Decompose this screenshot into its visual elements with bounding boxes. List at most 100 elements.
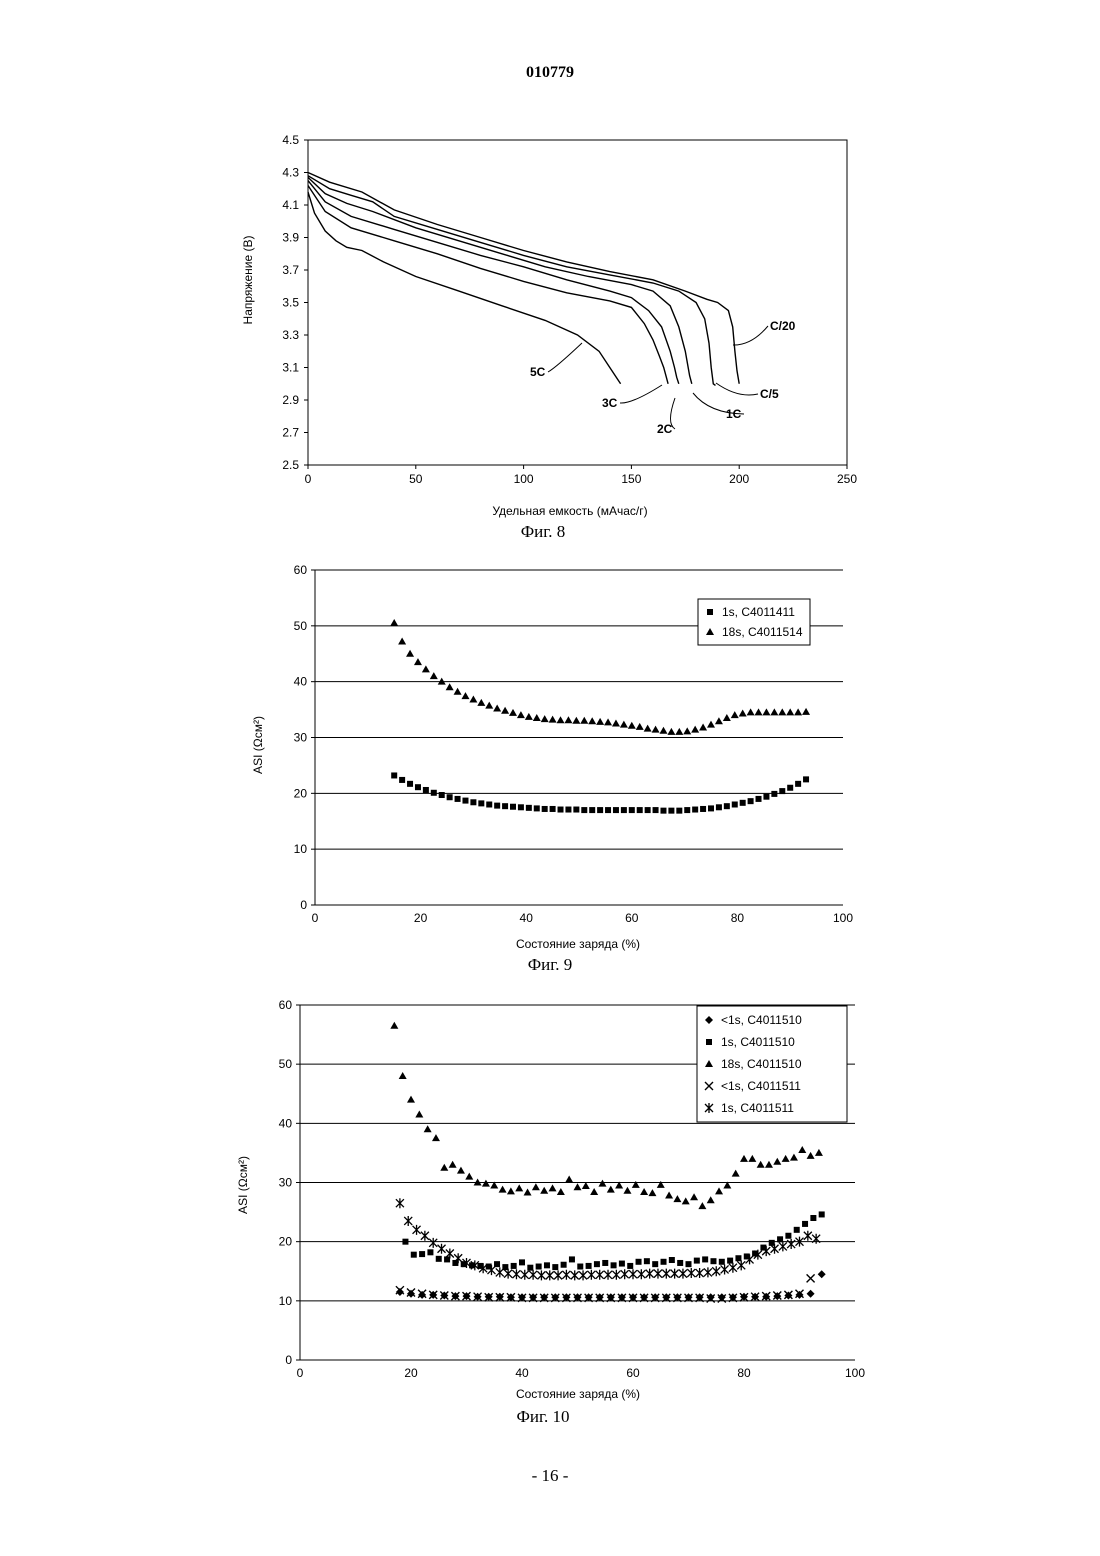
legend-entry: 18s, C4011514 <box>722 625 803 639</box>
data-point <box>573 807 579 813</box>
data-point <box>653 807 659 813</box>
data-point <box>621 807 627 813</box>
curve-label-leader <box>548 343 582 372</box>
data-point <box>702 1256 708 1262</box>
x-tick-label: 50 <box>409 472 423 486</box>
data-point <box>729 1263 737 1273</box>
data-point <box>429 1238 437 1248</box>
data-point <box>436 1256 442 1262</box>
data-point <box>636 1259 642 1265</box>
data-point <box>485 702 493 709</box>
data-point <box>404 1216 412 1226</box>
data-point <box>534 805 540 811</box>
legend-entry: 1s, C4011511 <box>721 1101 794 1115</box>
data-point <box>430 672 438 679</box>
legend-entry: <1s, C4011511 <box>721 1079 801 1093</box>
data-point <box>644 725 652 732</box>
data-point <box>696 1268 704 1278</box>
data-point <box>732 802 738 808</box>
figures-canvas: 2.52.72.93.13.33.53.73.94.14.34.50501001… <box>0 0 1100 1556</box>
data-point <box>544 1262 550 1268</box>
data-point <box>509 709 517 716</box>
x-axis-label: Удельная емкость (мАчас/г) <box>492 504 647 518</box>
data-point <box>723 714 731 721</box>
data-point <box>708 805 714 811</box>
y-tick-label: 2.5 <box>282 458 299 472</box>
data-point <box>757 1161 765 1168</box>
data-point <box>602 1260 608 1266</box>
series-line-3c <box>308 186 668 384</box>
data-point <box>628 722 636 729</box>
data-point <box>777 1236 783 1242</box>
data-point <box>565 807 571 813</box>
data-point <box>715 717 723 724</box>
data-point <box>785 1233 791 1239</box>
data-point <box>496 1267 504 1277</box>
data-point <box>502 803 508 809</box>
data-point <box>407 781 413 787</box>
data-point <box>619 1261 625 1267</box>
data-point <box>561 1262 567 1268</box>
data-point <box>541 715 549 722</box>
data-point <box>532 1183 540 1190</box>
data-point <box>669 1257 675 1263</box>
data-point <box>562 1270 570 1280</box>
chart-asi-soc-1: 0102030405060020406080100 1s, C401141118… <box>251 563 853 951</box>
data-point <box>652 1261 658 1267</box>
data-point <box>710 1258 716 1264</box>
y-tick-label: 10 <box>294 842 308 856</box>
data-point <box>465 1173 473 1180</box>
data-point <box>769 1240 775 1246</box>
data-point <box>510 804 516 810</box>
legend-entry: <1s, C4011510 <box>721 1013 802 1027</box>
data-point <box>807 1274 815 1282</box>
data-point <box>682 1197 690 1204</box>
data-point <box>432 1134 440 1141</box>
data-point <box>798 1146 806 1153</box>
data-point <box>698 1202 706 1209</box>
page-footer-number: - 16 - <box>0 1466 1100 1486</box>
data-point <box>740 1155 748 1162</box>
curve-label-leader <box>733 326 768 345</box>
data-point <box>402 1239 408 1245</box>
data-point <box>690 1193 698 1200</box>
data-point <box>771 791 777 797</box>
data-point <box>786 708 794 715</box>
x-tick-label: 80 <box>731 911 745 925</box>
data-point <box>657 1181 665 1188</box>
data-point <box>598 1180 606 1187</box>
y-tick-label: 50 <box>294 619 308 633</box>
data-point <box>654 1269 662 1279</box>
data-point <box>771 1244 779 1254</box>
data-point <box>665 1192 673 1199</box>
data-point <box>504 1269 512 1279</box>
data-point <box>762 708 770 715</box>
data-point <box>526 805 532 811</box>
y-tick-label: 30 <box>279 1176 293 1190</box>
data-point <box>779 788 785 794</box>
data-point <box>613 807 619 813</box>
data-point <box>707 1196 715 1203</box>
data-point <box>748 798 754 804</box>
data-point <box>640 1188 648 1195</box>
data-point <box>582 1182 590 1189</box>
data-point <box>763 794 769 800</box>
data-point <box>391 772 397 778</box>
data-point <box>747 708 755 715</box>
plot-frame <box>308 140 847 465</box>
data-point <box>571 1270 579 1280</box>
x-tick-label: 0 <box>297 1366 304 1380</box>
data-point <box>679 1269 687 1279</box>
y-tick-label: 20 <box>279 1235 293 1249</box>
data-point <box>794 708 802 715</box>
data-point <box>398 637 406 644</box>
data-point <box>796 1291 804 1299</box>
data-point <box>525 713 533 720</box>
data-point <box>565 1176 573 1183</box>
legend-marker <box>706 1039 712 1045</box>
legend-entry: 1s, C4011411 <box>722 605 795 619</box>
data-point <box>499 1186 507 1193</box>
data-point <box>795 781 801 787</box>
data-point <box>773 1158 781 1165</box>
y-tick-label: 40 <box>279 1116 293 1130</box>
